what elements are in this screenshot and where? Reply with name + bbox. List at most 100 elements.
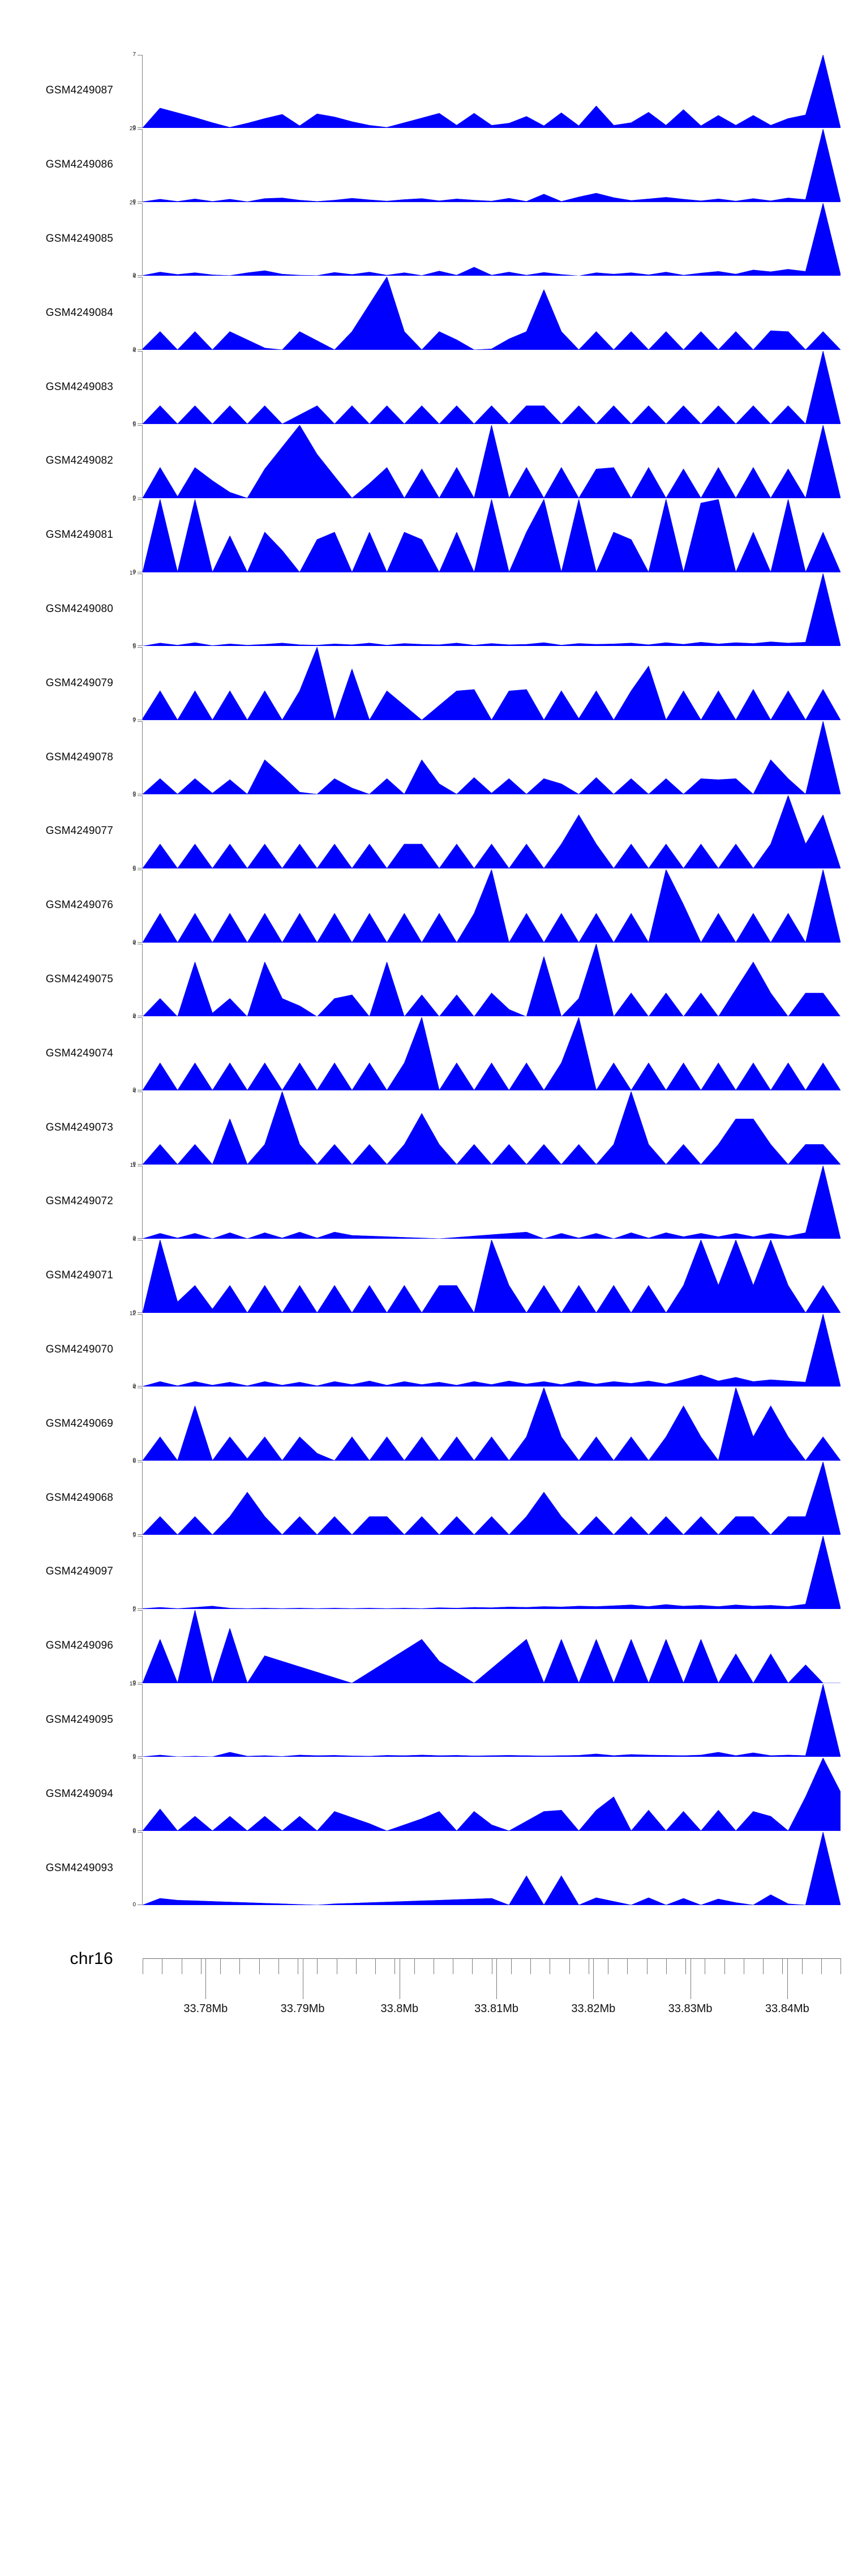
coverage-plot	[143, 1017, 841, 1091]
y-axis-line	[142, 1536, 143, 1609]
y-axis-max-label: 4	[132, 1384, 136, 1391]
y-axis-max-label: 2	[132, 495, 136, 502]
y-axis-tick-min	[138, 275, 143, 276]
track-label-gsm4249097: GSM4249097	[45, 1565, 113, 1578]
coverage-area-path	[143, 1388, 841, 1461]
y-axis-tick-max	[138, 721, 143, 722]
y-axis-line	[142, 1684, 143, 1757]
coverage-plot	[143, 277, 841, 350]
track-label-gsm4249077: GSM4249077	[45, 825, 113, 837]
y-axis-line	[142, 943, 143, 1017]
y-axis-line	[142, 203, 143, 276]
track-label-gsm4249079: GSM4249079	[45, 677, 113, 689]
y-axis-line	[142, 351, 143, 424]
y-axis-min-label: 0	[132, 790, 136, 797]
y-axis-tick-max	[138, 203, 143, 204]
track-label-gsm4249081: GSM4249081	[45, 529, 113, 541]
coverage-area-path	[143, 351, 841, 424]
coverage-plot	[143, 647, 841, 721]
coverage-area-path	[143, 1092, 841, 1165]
y-axis-line	[142, 1239, 143, 1313]
y-axis-min-label: 0	[132, 1531, 136, 1538]
coverage-area-path	[143, 425, 841, 498]
track-label-gsm4249072: GSM4249072	[45, 1195, 113, 1208]
axis-minor-tick	[472, 1958, 473, 1974]
track-label-gsm4249076: GSM4249076	[45, 899, 113, 912]
coverage-track: GSM4249081 2 0	[0, 495, 849, 575]
y-axis-line	[142, 425, 143, 498]
coverage-plot	[143, 499, 841, 572]
y-axis-min-label: 0	[132, 717, 136, 724]
coverage-area-svg	[143, 1536, 841, 1609]
track-label-gsm4249075: GSM4249075	[45, 973, 113, 985]
track-label-gsm4249085: GSM4249085	[45, 232, 113, 245]
coverage-area-path	[143, 647, 841, 721]
y-axis-tick-min	[138, 127, 143, 128]
coverage-area-svg	[143, 1388, 841, 1461]
coverage-track: GSM4249072 11 0	[0, 1163, 849, 1241]
y-axis-min-label: 0	[132, 1457, 136, 1464]
axis-tick-label: 33.83Mb	[668, 2002, 713, 2015]
coverage-plot	[143, 203, 841, 276]
coverage-track: GSM4249082 5 0	[0, 422, 849, 500]
track-label-gsm4249068: GSM4249068	[45, 1491, 113, 1504]
y-axis-min-label: 0	[132, 1901, 136, 1908]
coverage-area-path	[143, 1684, 841, 1757]
y-axis-line	[142, 721, 143, 794]
axis-minor-tick	[317, 1958, 318, 1974]
coverage-area-svg	[143, 795, 841, 868]
y-axis-max-label: 9	[132, 1533, 136, 1539]
coverage-plot	[143, 573, 841, 647]
coverage-area-svg	[143, 203, 841, 276]
y-axis: 17 0	[129, 570, 143, 649]
y-axis-tick-max	[138, 1684, 143, 1685]
coverage-track: GSM4249069 4 0	[0, 1384, 849, 1464]
y-axis-tick-min	[138, 349, 143, 350]
coverage-area-svg	[143, 1462, 841, 1535]
y-axis-line	[142, 1388, 143, 1461]
coverage-plot	[143, 1239, 841, 1313]
axis-tick-label: 33.82Mb	[571, 2002, 616, 2015]
coverage-plot	[143, 721, 841, 794]
coverage-area-svg	[143, 1758, 841, 1832]
coverage-area-path	[143, 1166, 841, 1239]
coverage-area-svg	[143, 1832, 841, 1905]
y-axis-line	[142, 573, 143, 647]
axis-minor-tick	[239, 1958, 241, 1974]
track-label-gsm4249074: GSM4249074	[45, 1047, 113, 1059]
y-axis-tick-max	[138, 647, 143, 648]
y-axis-tick-max	[138, 351, 143, 352]
axis-minor-tick	[801, 1958, 803, 1974]
coverage-track: GSM4249093 6 0	[0, 1829, 849, 1908]
y-axis-min-label: 0	[132, 1013, 136, 1020]
axis-tick-label: 33.81Mb	[474, 2002, 518, 2015]
coverage-area-path	[143, 203, 841, 276]
axis-minor-tick	[821, 1958, 822, 1974]
axis-minor-tick	[375, 1958, 376, 1974]
axis-minor-tick	[259, 1958, 260, 1974]
y-axis-line	[142, 1017, 143, 1091]
coverage-plot	[143, 1313, 841, 1387]
y-axis-line	[142, 499, 143, 572]
coverage-plot	[143, 1166, 841, 1239]
coverage-track: GSM4249071 4 0	[0, 1236, 849, 1315]
coverage-track: GSM4249087 7 0	[0, 52, 849, 130]
coverage-area-svg	[143, 1092, 841, 1165]
y-axis-tick-max	[138, 1313, 143, 1315]
track-label-gsm4249093: GSM4249093	[45, 1862, 113, 1874]
coverage-area-path	[143, 129, 841, 202]
y-axis-max-label: 6	[132, 1458, 136, 1465]
axis-minor-tick	[646, 1958, 648, 1974]
coverage-track: GSM4249078 7 0	[0, 718, 849, 797]
coverage-area-svg	[143, 1313, 841, 1387]
y-axis-tick-min	[138, 1386, 143, 1387]
coverage-track: GSM4249080 17 0	[0, 570, 849, 649]
axis-major-tick	[593, 1958, 594, 1999]
axis-minor-tick	[724, 1958, 725, 1974]
